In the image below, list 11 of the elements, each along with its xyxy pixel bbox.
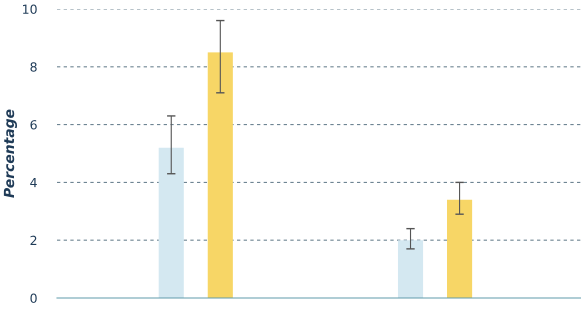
y-tick-label: 10: [23, 4, 37, 14]
bar: [208, 52, 233, 298]
bar: [398, 240, 424, 298]
y-tick-label: 4: [30, 178, 37, 188]
bar: [447, 200, 472, 298]
bar: [158, 148, 184, 298]
y-tick-label: 6: [30, 120, 37, 130]
y-tick-label: 8: [30, 62, 37, 72]
y-tick-label: 0: [30, 293, 37, 303]
y-tick-label: 2: [30, 236, 36, 245]
y-axis-title: Percentage: [4, 110, 17, 198]
